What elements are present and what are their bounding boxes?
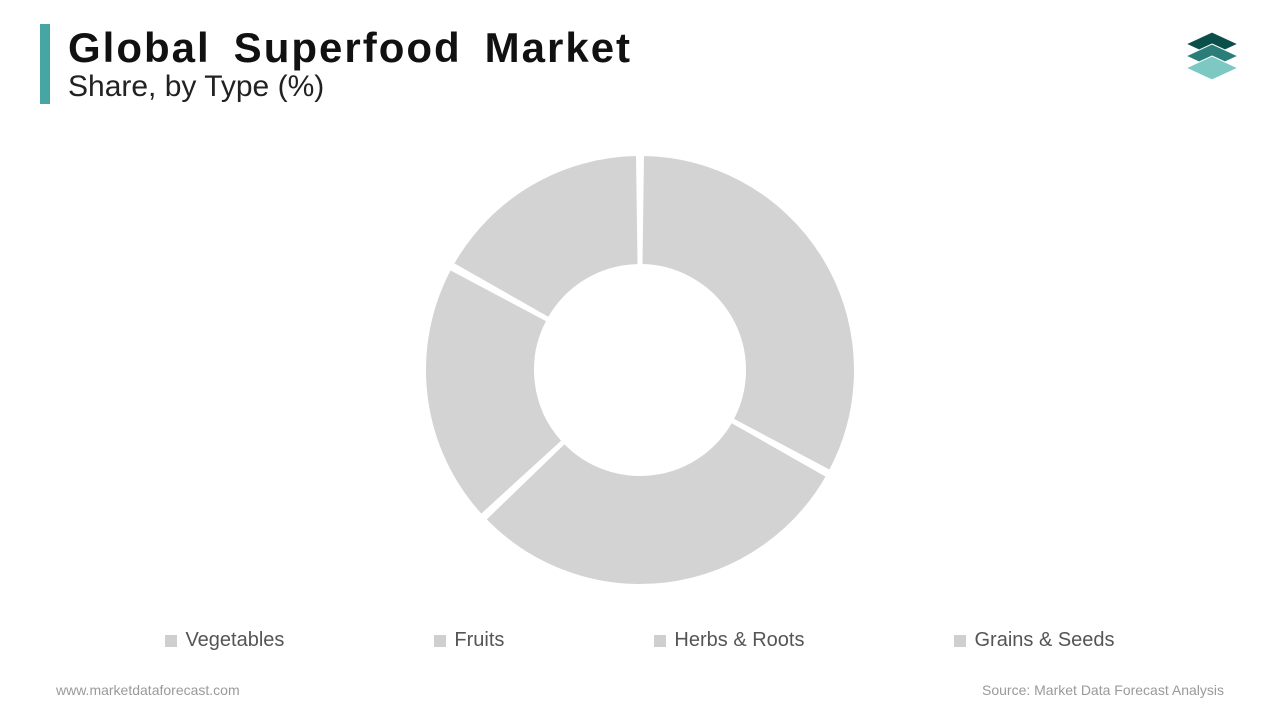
- legend-item: Fruits: [434, 629, 504, 652]
- donut-svg: [420, 150, 860, 590]
- footer: www.marketdataforecast.com Source: Marke…: [0, 682, 1280, 698]
- legend-swatch: [434, 635, 446, 647]
- header: Global Superfood Market Share, by Type (…: [40, 24, 632, 104]
- accent-bar: [40, 24, 50, 104]
- brand-logo: [1180, 22, 1244, 91]
- page-title: Global Superfood Market: [68, 24, 632, 72]
- donut-slice: [641, 155, 855, 471]
- layers-icon: [1180, 22, 1244, 86]
- footer-url: www.marketdataforecast.com: [56, 682, 240, 698]
- legend-label: Grains & Seeds: [974, 629, 1114, 652]
- legend-label: Fruits: [454, 629, 504, 652]
- titles: Global Superfood Market Share, by Type (…: [68, 24, 632, 104]
- legend-label: Herbs & Roots: [674, 629, 804, 652]
- page: Global Superfood Market Share, by Type (…: [0, 0, 1280, 720]
- legend: Vegetables Fruits Herbs & Roots Grains & Se…: [0, 629, 1280, 652]
- donut-chart: [0, 150, 1280, 590]
- legend-swatch: [654, 635, 666, 647]
- legend-label: Vegetables: [185, 629, 284, 652]
- legend-item: Grains & Seeds: [954, 629, 1114, 652]
- footer-source: Source: Market Data Forecast Analysis: [982, 682, 1224, 698]
- page-subtitle: Share, by Type (%): [68, 70, 632, 104]
- legend-swatch: [165, 635, 177, 647]
- legend-item: Vegetables: [165, 629, 284, 652]
- legend-item: Herbs & Roots: [654, 629, 804, 652]
- legend-swatch: [954, 635, 966, 647]
